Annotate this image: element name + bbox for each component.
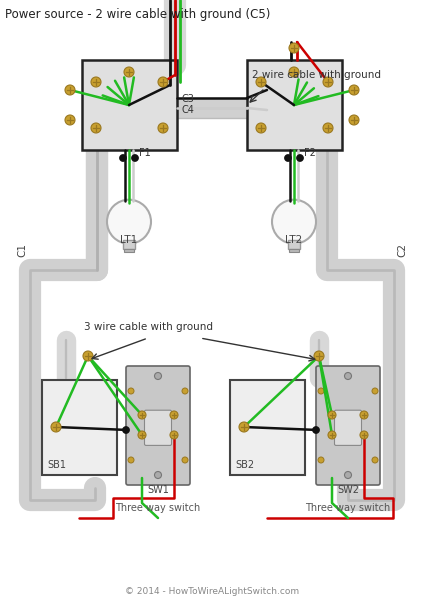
Circle shape bbox=[349, 115, 359, 125]
Circle shape bbox=[323, 77, 333, 87]
FancyBboxPatch shape bbox=[126, 366, 190, 485]
Circle shape bbox=[349, 85, 359, 95]
FancyBboxPatch shape bbox=[316, 366, 380, 485]
Circle shape bbox=[360, 431, 368, 439]
Bar bbox=[289, 249, 299, 252]
Text: LT2: LT2 bbox=[285, 235, 303, 245]
Bar bbox=[82, 60, 177, 150]
Circle shape bbox=[65, 115, 75, 125]
Circle shape bbox=[256, 123, 266, 133]
Circle shape bbox=[154, 373, 162, 379]
Circle shape bbox=[138, 411, 146, 419]
Circle shape bbox=[318, 388, 324, 394]
Circle shape bbox=[65, 85, 75, 95]
Bar bbox=[247, 60, 342, 150]
Text: C2: C2 bbox=[397, 243, 407, 257]
Bar bbox=[123, 241, 135, 249]
Bar bbox=[288, 241, 300, 249]
Circle shape bbox=[131, 154, 139, 161]
Circle shape bbox=[328, 431, 336, 439]
Text: Power source - 2 wire cable with ground (C5): Power source - 2 wire cable with ground … bbox=[5, 8, 271, 21]
Text: 3 wire cable with ground: 3 wire cable with ground bbox=[84, 322, 212, 332]
Circle shape bbox=[154, 472, 162, 479]
Circle shape bbox=[123, 427, 129, 433]
Circle shape bbox=[272, 200, 316, 244]
Circle shape bbox=[344, 373, 351, 379]
Circle shape bbox=[128, 388, 134, 394]
Text: SB2: SB2 bbox=[235, 460, 254, 470]
Circle shape bbox=[170, 411, 178, 419]
Circle shape bbox=[314, 351, 324, 361]
Circle shape bbox=[107, 200, 151, 244]
Circle shape bbox=[289, 67, 299, 77]
Text: SW2: SW2 bbox=[337, 485, 359, 495]
Text: Three way switch: Three way switch bbox=[305, 503, 391, 513]
Bar bbox=[175, 98, 249, 118]
Circle shape bbox=[372, 457, 378, 463]
Circle shape bbox=[256, 77, 266, 87]
Circle shape bbox=[51, 422, 61, 432]
FancyBboxPatch shape bbox=[335, 410, 362, 445]
Circle shape bbox=[318, 457, 324, 463]
Circle shape bbox=[344, 472, 351, 479]
Circle shape bbox=[239, 422, 249, 432]
Circle shape bbox=[285, 154, 292, 161]
Text: F1: F1 bbox=[139, 148, 151, 158]
Text: C3: C3 bbox=[181, 94, 194, 104]
Circle shape bbox=[158, 123, 168, 133]
Circle shape bbox=[360, 411, 368, 419]
Circle shape bbox=[138, 431, 146, 439]
Circle shape bbox=[372, 388, 378, 394]
Text: C4: C4 bbox=[181, 105, 194, 115]
Circle shape bbox=[323, 123, 333, 133]
Circle shape bbox=[296, 154, 304, 161]
Circle shape bbox=[128, 457, 134, 463]
Circle shape bbox=[91, 77, 101, 87]
Text: LT1: LT1 bbox=[120, 235, 138, 245]
FancyBboxPatch shape bbox=[145, 410, 171, 445]
Circle shape bbox=[182, 457, 188, 463]
Text: SB1: SB1 bbox=[47, 460, 66, 470]
Text: SW1: SW1 bbox=[147, 485, 169, 495]
Text: F2: F2 bbox=[304, 148, 316, 158]
Circle shape bbox=[170, 431, 178, 439]
Text: C1: C1 bbox=[17, 243, 27, 257]
Circle shape bbox=[124, 67, 134, 77]
Circle shape bbox=[312, 427, 320, 433]
Circle shape bbox=[328, 411, 336, 419]
Text: Three way switch: Three way switch bbox=[115, 503, 201, 513]
Circle shape bbox=[158, 77, 168, 87]
Circle shape bbox=[83, 351, 93, 361]
Bar bbox=[230, 380, 305, 475]
Bar bbox=[42, 380, 117, 475]
Text: © 2014 - HowToWireALightSwitch.com: © 2014 - HowToWireALightSwitch.com bbox=[125, 587, 299, 596]
Circle shape bbox=[182, 388, 188, 394]
Circle shape bbox=[120, 154, 126, 161]
Text: 2 wire cable with ground: 2 wire cable with ground bbox=[252, 70, 381, 80]
Circle shape bbox=[91, 123, 101, 133]
Circle shape bbox=[289, 43, 299, 53]
Bar bbox=[124, 249, 134, 252]
